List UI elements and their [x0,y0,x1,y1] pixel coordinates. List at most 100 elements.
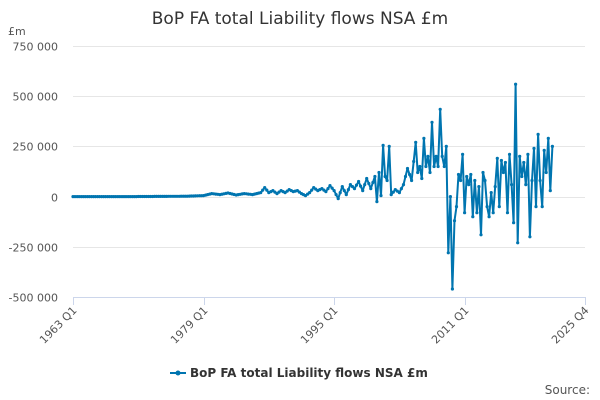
data-point[interactable] [507,152,512,156]
data-point[interactable] [381,143,385,147]
data-point[interactable] [387,144,391,148]
data-point[interactable] [493,185,497,189]
data-point[interactable] [310,188,314,192]
data-point[interactable] [375,200,379,204]
data-point[interactable] [550,144,555,148]
data-point[interactable] [520,174,524,179]
data-point[interactable] [499,158,503,163]
data-point[interactable] [401,183,406,187]
data-point[interactable] [444,144,448,148]
data-point[interactable] [448,195,452,199]
data-point[interactable] [505,211,510,215]
data-point[interactable] [410,178,414,183]
data-point[interactable] [365,176,369,181]
data-point[interactable] [461,152,465,156]
data-point[interactable] [516,241,520,245]
data-point[interactable] [534,205,538,209]
data-point[interactable] [373,174,377,179]
data-point[interactable] [548,189,552,193]
data-point[interactable] [416,170,420,175]
data-point[interactable] [518,154,522,158]
data-point[interactable] [428,170,432,175]
data-point[interactable] [308,191,312,195]
data-point[interactable] [530,178,534,183]
data-point[interactable] [497,205,501,209]
data-point[interactable] [526,152,530,156]
data-point[interactable] [399,187,403,191]
data-point[interactable] [259,191,263,195]
credits-source[interactable]: Source: [545,383,590,397]
data-point[interactable] [336,197,340,201]
data-point[interactable] [514,82,518,86]
data-point[interactable] [361,189,365,193]
data-point[interactable] [454,205,459,209]
data-point[interactable] [397,191,401,195]
data-point[interactable] [332,189,336,193]
data-point[interactable] [467,183,471,187]
data-point[interactable] [405,166,410,171]
data-point[interactable] [354,183,359,187]
data-point[interactable] [420,176,424,181]
data-point[interactable] [350,185,355,189]
data-point[interactable] [422,136,426,140]
data-point[interactable] [334,193,338,197]
data-point[interactable] [363,183,367,187]
data-point[interactable] [536,132,540,136]
data-point[interactable] [357,179,361,184]
data-point[interactable] [522,160,526,165]
data-point[interactable] [524,183,528,187]
data-point[interactable] [501,170,505,175]
data-point[interactable] [389,193,393,197]
data-point[interactable] [446,251,450,255]
data-point[interactable] [424,164,428,169]
data-point[interactable] [340,185,344,189]
data-point[interactable] [540,205,544,209]
data-point[interactable] [473,178,477,183]
data-point[interactable] [391,190,395,194]
data-point[interactable] [418,164,422,169]
data-point[interactable] [344,193,348,197]
data-point[interactable] [346,188,350,192]
data-point[interactable] [542,148,546,152]
legend[interactable]: BoP FA total Liability flows NSA £m [170,366,428,380]
data-point[interactable] [475,211,479,215]
data-point[interactable] [263,186,267,190]
data-point[interactable] [465,174,469,179]
data-point[interactable] [442,164,446,169]
data-point[interactable] [434,154,438,158]
data-point[interactable] [261,188,265,192]
data-point[interactable] [385,178,389,183]
data-point[interactable] [377,170,381,175]
data-point[interactable] [477,185,481,189]
data-point[interactable] [383,174,387,179]
data-point[interactable] [532,146,536,150]
data-point[interactable] [367,181,371,186]
data-point[interactable] [485,205,489,209]
data-point[interactable] [379,194,383,198]
data-point[interactable] [503,160,507,165]
data-point[interactable] [326,187,330,191]
data-point[interactable] [348,183,352,187]
data-point[interactable] [430,120,434,124]
legend-item-label[interactable]: BoP FA total Liability flows NSA £m [190,366,428,380]
data-point[interactable] [265,188,269,192]
data-point[interactable] [471,215,475,219]
data-point[interactable] [483,178,487,183]
data-point[interactable] [456,172,461,177]
data-point[interactable] [452,219,457,223]
data-point[interactable] [436,164,440,169]
data-point[interactable] [359,184,363,188]
data-point[interactable] [491,211,495,215]
data-point[interactable] [438,107,442,111]
data-point[interactable] [463,211,467,215]
data-point[interactable] [328,184,332,188]
data-point[interactable] [459,178,463,183]
data-point[interactable] [432,164,436,169]
data-point[interactable] [481,170,485,175]
data-point[interactable] [511,221,516,225]
data-point[interactable] [338,191,342,195]
data-point[interactable] [546,136,550,140]
data-point[interactable] [414,140,418,144]
data-point[interactable] [544,170,548,175]
data-point[interactable] [450,287,454,291]
